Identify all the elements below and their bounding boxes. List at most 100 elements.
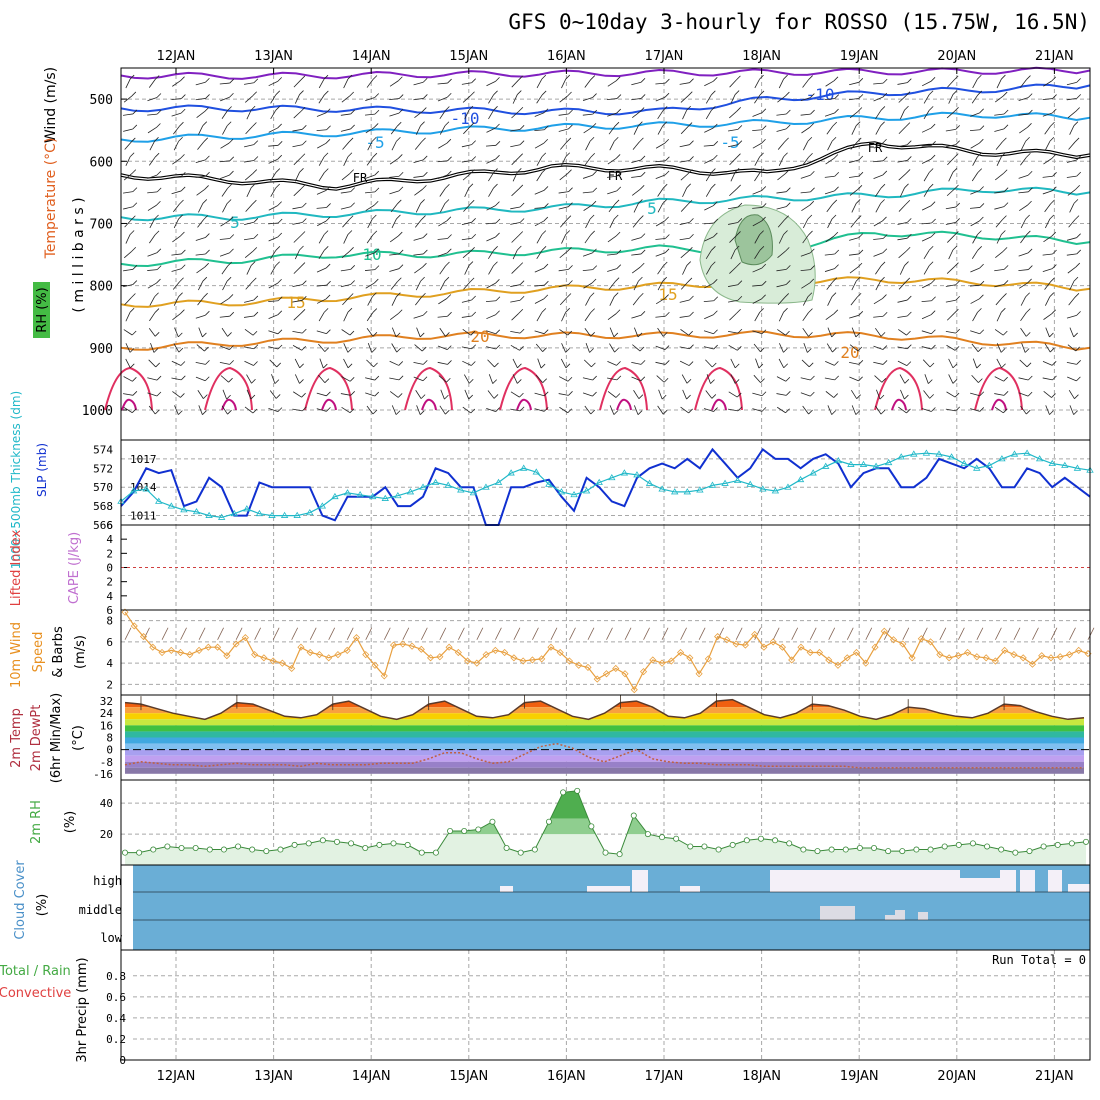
wind-barb-flag xyxy=(809,200,815,206)
wind-barb-flag xyxy=(905,277,911,283)
wind-barb-flag xyxy=(882,216,887,222)
wind-barb-flag xyxy=(153,348,159,353)
thickness-marker xyxy=(1048,459,1056,467)
wind-barb xyxy=(874,375,883,383)
wind-speed-marker xyxy=(1010,651,1018,659)
wind-barb-flag xyxy=(590,230,595,236)
wind-barb-flag xyxy=(614,277,620,282)
thickness-marker xyxy=(1073,464,1082,471)
wind-barb-flag xyxy=(202,332,207,338)
wind-barb-flag xyxy=(277,201,282,206)
wind-barb xyxy=(801,359,810,368)
wind-speed-marker xyxy=(371,661,379,669)
temp-band xyxy=(125,743,1084,750)
wind-barb-flag xyxy=(687,199,693,205)
wind-barb xyxy=(584,327,592,337)
wind-barb xyxy=(343,343,349,353)
wind-barb-flag xyxy=(568,124,573,130)
wind-barb xyxy=(801,282,811,289)
rh-marker xyxy=(955,841,962,848)
wind-barb xyxy=(655,315,666,318)
wind-barb xyxy=(609,343,615,353)
wind-barb xyxy=(970,298,980,304)
rh-marker xyxy=(701,843,708,850)
wind-barb xyxy=(703,222,714,225)
wind-barb xyxy=(171,268,182,272)
wind-barb xyxy=(1066,314,1077,319)
wind-speed-marker xyxy=(964,648,972,657)
wind-barb xyxy=(243,237,255,241)
wind-barb xyxy=(703,300,714,303)
wind-barb xyxy=(318,312,325,322)
wind-barb xyxy=(268,222,279,225)
cloud-level-label: low xyxy=(100,931,122,945)
rh-marker xyxy=(122,849,129,856)
wind-barb xyxy=(511,157,519,166)
wind-speed-marker xyxy=(121,608,129,616)
wind-barb-flag xyxy=(855,276,861,282)
wind-barb-flag xyxy=(711,246,716,251)
wind-barb xyxy=(705,250,712,260)
wind-barb-flag xyxy=(1075,107,1080,112)
thickness-marker xyxy=(633,471,641,478)
wind-barb-flag xyxy=(226,199,232,204)
wind-barb-flag xyxy=(205,310,210,316)
wind-barb xyxy=(752,330,763,335)
wind10-barb xyxy=(624,627,632,640)
wind-barb xyxy=(196,266,205,274)
thickness-marker xyxy=(217,513,226,520)
wind-barb xyxy=(679,315,690,318)
wind-barb xyxy=(439,405,446,415)
wind-barb-flag xyxy=(613,214,619,220)
wind-barb xyxy=(198,280,204,291)
wind-barb-flag xyxy=(205,360,210,365)
wind-barb-flag xyxy=(302,296,307,301)
rh-marker xyxy=(531,846,538,853)
wind-speed-marker xyxy=(695,670,703,678)
wind-barb xyxy=(561,234,567,244)
wind-barb-flag xyxy=(810,109,815,115)
thickness-marker xyxy=(532,468,540,475)
wind-barb-flag xyxy=(349,91,354,97)
wind-barb xyxy=(582,113,593,116)
wind-barb xyxy=(851,327,857,338)
wind-barb-flag xyxy=(132,109,138,115)
wind-barb-flag xyxy=(326,407,331,412)
wind-barb-flag xyxy=(1002,137,1007,143)
wind-barb-flag xyxy=(179,277,184,283)
wind-barb xyxy=(391,296,397,306)
wind-barb-flag xyxy=(711,168,716,173)
rh-marker xyxy=(362,845,369,852)
wind-speed-marker xyxy=(269,657,277,665)
wind-barb-flag xyxy=(180,76,185,81)
wind-barb xyxy=(608,203,616,213)
low-level-isotherm-warm xyxy=(516,398,532,411)
wind-barb xyxy=(873,82,884,85)
wind-barb-flag xyxy=(907,233,912,239)
wind-barb xyxy=(851,405,857,415)
wind-barb xyxy=(873,142,883,149)
wind-barb-flag xyxy=(882,294,887,299)
wind-barb-flag xyxy=(687,91,693,96)
wind-barb xyxy=(873,315,884,318)
wind-barb xyxy=(875,265,882,275)
wind-barb-flag xyxy=(689,233,694,239)
wind-barb-flag xyxy=(517,168,522,173)
wind10-barb xyxy=(346,627,354,640)
wind-barb xyxy=(704,236,714,242)
wind-barb xyxy=(389,235,399,243)
wind-barb xyxy=(752,207,763,209)
wind-barb xyxy=(873,96,883,102)
series-2m-temp xyxy=(124,698,1085,721)
wind-barb-flag xyxy=(834,171,840,177)
wind-barb-flag xyxy=(880,199,885,204)
wind-barb-flag xyxy=(783,348,788,353)
wind-barb xyxy=(607,377,617,381)
wind-barb xyxy=(364,269,376,271)
wind-barb-flag xyxy=(858,249,864,255)
wind-barb-flag xyxy=(397,231,403,237)
wind-barb-flag xyxy=(955,125,961,130)
wind-barb xyxy=(197,141,205,150)
wind10-barb xyxy=(272,627,280,640)
wind-barb-flag xyxy=(253,361,258,366)
